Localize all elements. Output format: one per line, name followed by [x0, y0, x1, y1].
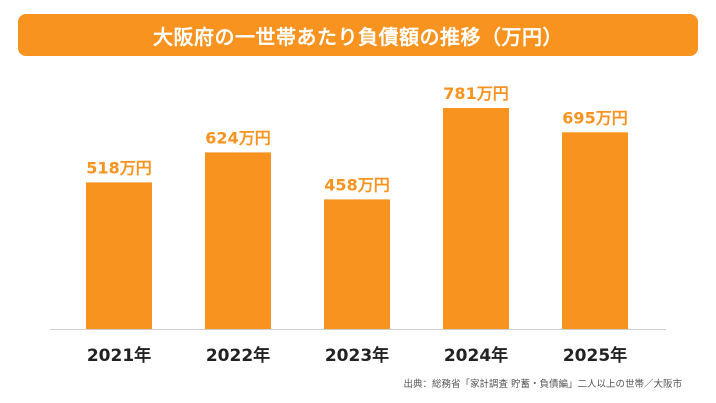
x-tick-label: 2023年	[325, 345, 389, 366]
x-tick-label: 2024年	[444, 345, 508, 366]
chart-title: 大阪府の一世帯あたり負債額の推移（万円）	[153, 24, 563, 49]
data-label: 624万円	[205, 128, 270, 147]
bar-2025年	[562, 132, 628, 329]
x-tick-label: 2021年	[87, 345, 151, 366]
data-label: 518万円	[86, 158, 151, 177]
x-tick-label: 2022年	[206, 345, 270, 366]
data-label: 781万円	[443, 84, 508, 103]
bar-2023年	[324, 199, 390, 329]
chart-title-banner: 大阪府の一世帯あたり負債額の推移（万円）	[18, 14, 698, 56]
source-note: 出典：総務省「家計調査 貯蓄・負債編」二人以上の世帯／大阪市	[403, 379, 682, 390]
bar-2021年	[86, 182, 152, 329]
data-label: 695万円	[562, 108, 627, 127]
x-tick-label: 2025年	[563, 345, 627, 366]
data-label: 458万円	[324, 175, 389, 194]
bar-2022年	[205, 152, 271, 329]
bar-2024年	[443, 107, 509, 330]
